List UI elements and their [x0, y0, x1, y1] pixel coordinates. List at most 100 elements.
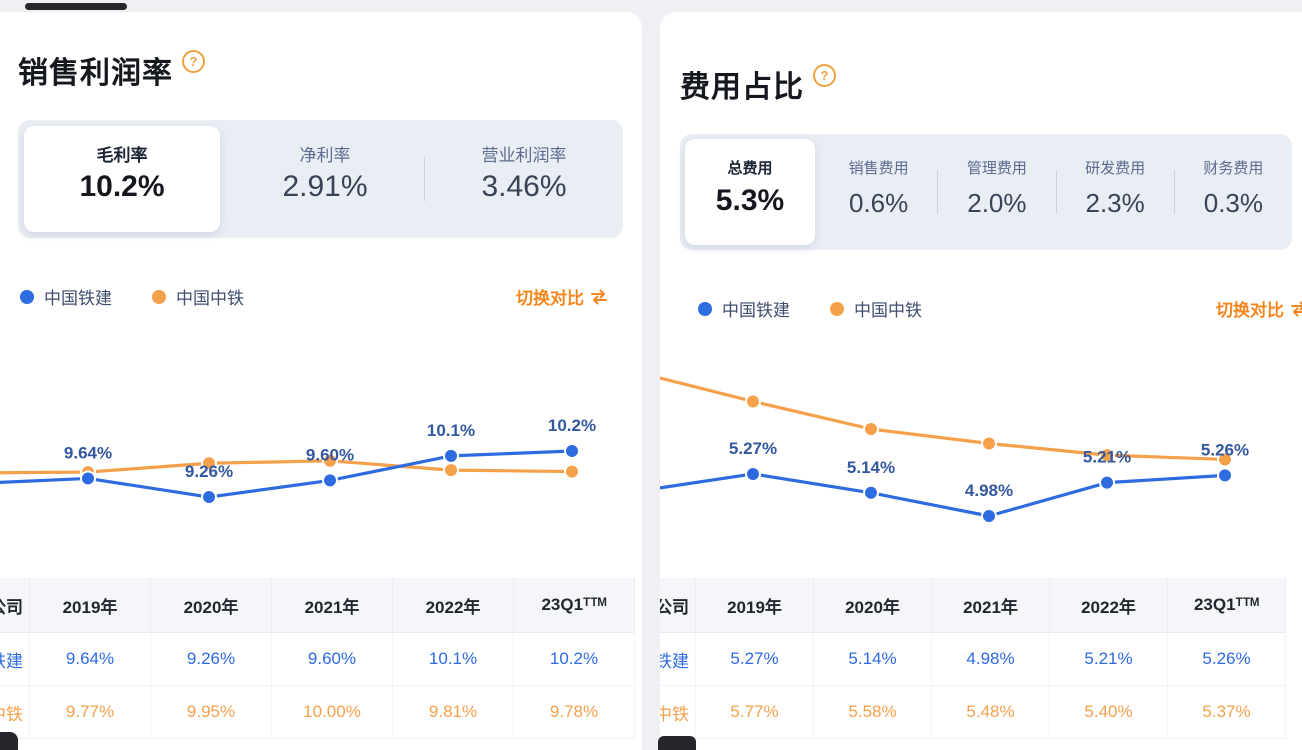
table-header-cell: 2019年: [696, 578, 814, 633]
tab-net-margin[interactable]: 净利率 2.91%: [226, 120, 424, 238]
tab-gross-margin[interactable]: 毛利率 10.2%: [24, 126, 220, 232]
table-cell: 9.81%: [393, 686, 514, 739]
tab-value: 10.2%: [79, 170, 165, 203]
tab-value: 2.0%: [967, 188, 1027, 218]
table-header-cell: 2019年: [30, 578, 151, 633]
tab-label: 研发费用: [1085, 159, 1146, 177]
tab-label: 财务费用: [1203, 159, 1264, 177]
table-cell: 5.37%: [1168, 686, 1286, 739]
svg-text:5.27%: 5.27%: [729, 439, 777, 458]
switch-compare-icon: [591, 289, 607, 304]
tab-operating-margin[interactable]: 营业利润率 3.46%: [425, 120, 623, 238]
tab-finance-expense[interactable]: 财务费用 0.3%: [1175, 134, 1292, 250]
table-cell: 5.26%: [1168, 633, 1286, 686]
switch-compare-button[interactable]: 切换对比: [1216, 296, 1302, 321]
table-header-cell: 23Q1ᵀᵀᴹ: [1168, 578, 1286, 633]
chart-legend: 中国铁建 中国中铁 切换对比: [698, 296, 1302, 321]
table-cell: 5.40%: [1050, 686, 1168, 739]
table-cell: 9.78%: [514, 686, 635, 739]
legend-dot-orange: [152, 289, 166, 304]
help-icon[interactable]: ?: [813, 64, 836, 87]
table-cell: 9.26%: [151, 633, 272, 686]
expense-tabs: 总费用 5.3% 销售费用 0.6% 管理费用 2.0% 研发费用 2.3% 财…: [680, 134, 1292, 250]
page-title: 费用占比: [680, 71, 804, 104]
legend-label-company-b: 中国中铁: [854, 301, 922, 320]
help-icon[interactable]: ?: [182, 50, 205, 73]
table-row-label: 中国中铁: [660, 686, 696, 739]
table-header-cell: 2021年: [272, 578, 393, 633]
table-corner-cell: 公司: [0, 578, 30, 633]
line-chart-sales-margin[interactable]: 9.64% 9.26% 9.60% 10.1% 10.2%: [0, 364, 642, 574]
svg-text:9.26%: 9.26%: [185, 462, 233, 481]
switch-compare-button[interactable]: 切换对比: [516, 284, 608, 309]
table-cell: 9.64%: [30, 633, 151, 686]
line-chart-expense-ratio[interactable]: 5.27% 5.14% 4.98% 5.21% 5.26%: [660, 364, 1302, 574]
tab-value: 2.91%: [282, 170, 368, 203]
svg-text:5.26%: 5.26%: [1201, 440, 1249, 459]
table-cell: 5.58%: [814, 686, 932, 739]
table-header-cell: 2021年: [932, 578, 1050, 633]
svg-text:9.64%: 9.64%: [64, 443, 112, 462]
panel-header: 销售利润率 ?: [18, 48, 205, 92]
data-table-expense-ratio: 公司 2019年 2020年 2021年 2022年 23Q1ᵀᵀᴹ 中国铁建 …: [660, 578, 1286, 739]
table-cell: 10.00%: [272, 686, 393, 739]
legend-dot-blue: [20, 289, 34, 304]
switch-compare-label: 切换对比: [1216, 301, 1284, 320]
table-header-cell: 2020年: [814, 578, 932, 633]
legend-label-company-b: 中国中铁: [176, 289, 244, 308]
table-cell: 4.98%: [932, 633, 1050, 686]
metric-tabs: 毛利率 10.2% 净利率 2.91% 营业利润率 3.46%: [18, 120, 623, 238]
svg-text:10.2%: 10.2%: [548, 416, 596, 435]
tab-value: 0.6%: [848, 188, 909, 218]
table-corner-cell: 公司: [660, 578, 696, 633]
tab-selling-expense[interactable]: 销售费用 0.6%: [820, 134, 937, 250]
tab-label: 净利率: [299, 145, 351, 165]
tab-divider: [1055, 170, 1057, 214]
switch-compare-icon: [1291, 301, 1302, 316]
chart-legend: 中国铁建 中国中铁 切换对比: [20, 284, 608, 309]
tab-label: 管理费用: [966, 159, 1027, 177]
tab-value: 5.3%: [715, 184, 785, 217]
tab-divider: [424, 157, 425, 201]
tab-divider: [1173, 170, 1175, 214]
tab-value: 3.46%: [481, 170, 567, 203]
clipped-ui-fragment: [658, 736, 696, 750]
svg-text:5.14%: 5.14%: [847, 458, 895, 477]
tab-rd-expense[interactable]: 研发费用 2.3%: [1057, 134, 1174, 250]
panel-header: 费用占比 ?: [680, 62, 836, 106]
panel-expense-ratio: 费用占比 ? 总费用 5.3% 销售费用 0.6% 管理费用 2.0% 研发费用…: [660, 12, 1302, 750]
tab-admin-expense[interactable]: 管理费用 2.0%: [938, 134, 1055, 250]
table-header-cell: 2022年: [1050, 578, 1168, 633]
table-header-cell: 2020年: [151, 578, 272, 633]
clipped-ui-fragment: [0, 732, 18, 750]
legend-dot-orange: [830, 301, 844, 316]
table-cell: 5.48%: [932, 686, 1050, 739]
table-cell: 10.1%: [393, 633, 514, 686]
table-cell: 5.77%: [696, 686, 814, 739]
panel-sales-margin: 销售利润率 ? 毛利率 10.2% 净利率 2.91% 营业利润率 3.46% …: [0, 12, 642, 750]
table-cell: 5.21%: [1050, 633, 1168, 686]
table-cell: 9.77%: [30, 686, 151, 739]
tab-label: 营业利润率: [481, 145, 567, 165]
table-cell: 5.14%: [814, 633, 932, 686]
table-cell: 9.60%: [272, 633, 393, 686]
page-title: 销售利润率: [18, 57, 173, 90]
tab-total-expense[interactable]: 总费用 5.3%: [685, 139, 815, 245]
table-cell: 10.2%: [514, 633, 635, 686]
tab-divider: [937, 170, 939, 214]
svg-text:5.21%: 5.21%: [1083, 448, 1131, 467]
svg-text:4.98%: 4.98%: [965, 481, 1013, 500]
table-cell: 9.95%: [151, 686, 272, 739]
switch-compare-label: 切换对比: [516, 289, 584, 308]
legend-dot-blue: [698, 301, 712, 316]
svg-text:9.60%: 9.60%: [306, 445, 354, 464]
tab-value: 2.3%: [1085, 188, 1145, 218]
clipped-ui-fragment: [25, 3, 127, 10]
table-header-cell: 2022年: [393, 578, 514, 633]
data-table-sales-margin: 公司 2019年 2020年 2021年 2022年 23Q1ᵀᵀᴹ 中国铁建 …: [0, 578, 635, 739]
table-row-label: 中国铁建: [660, 633, 696, 686]
svg-text:10.1%: 10.1%: [427, 421, 475, 440]
table-cell: 5.27%: [696, 633, 814, 686]
tab-label: 总费用: [727, 159, 773, 177]
